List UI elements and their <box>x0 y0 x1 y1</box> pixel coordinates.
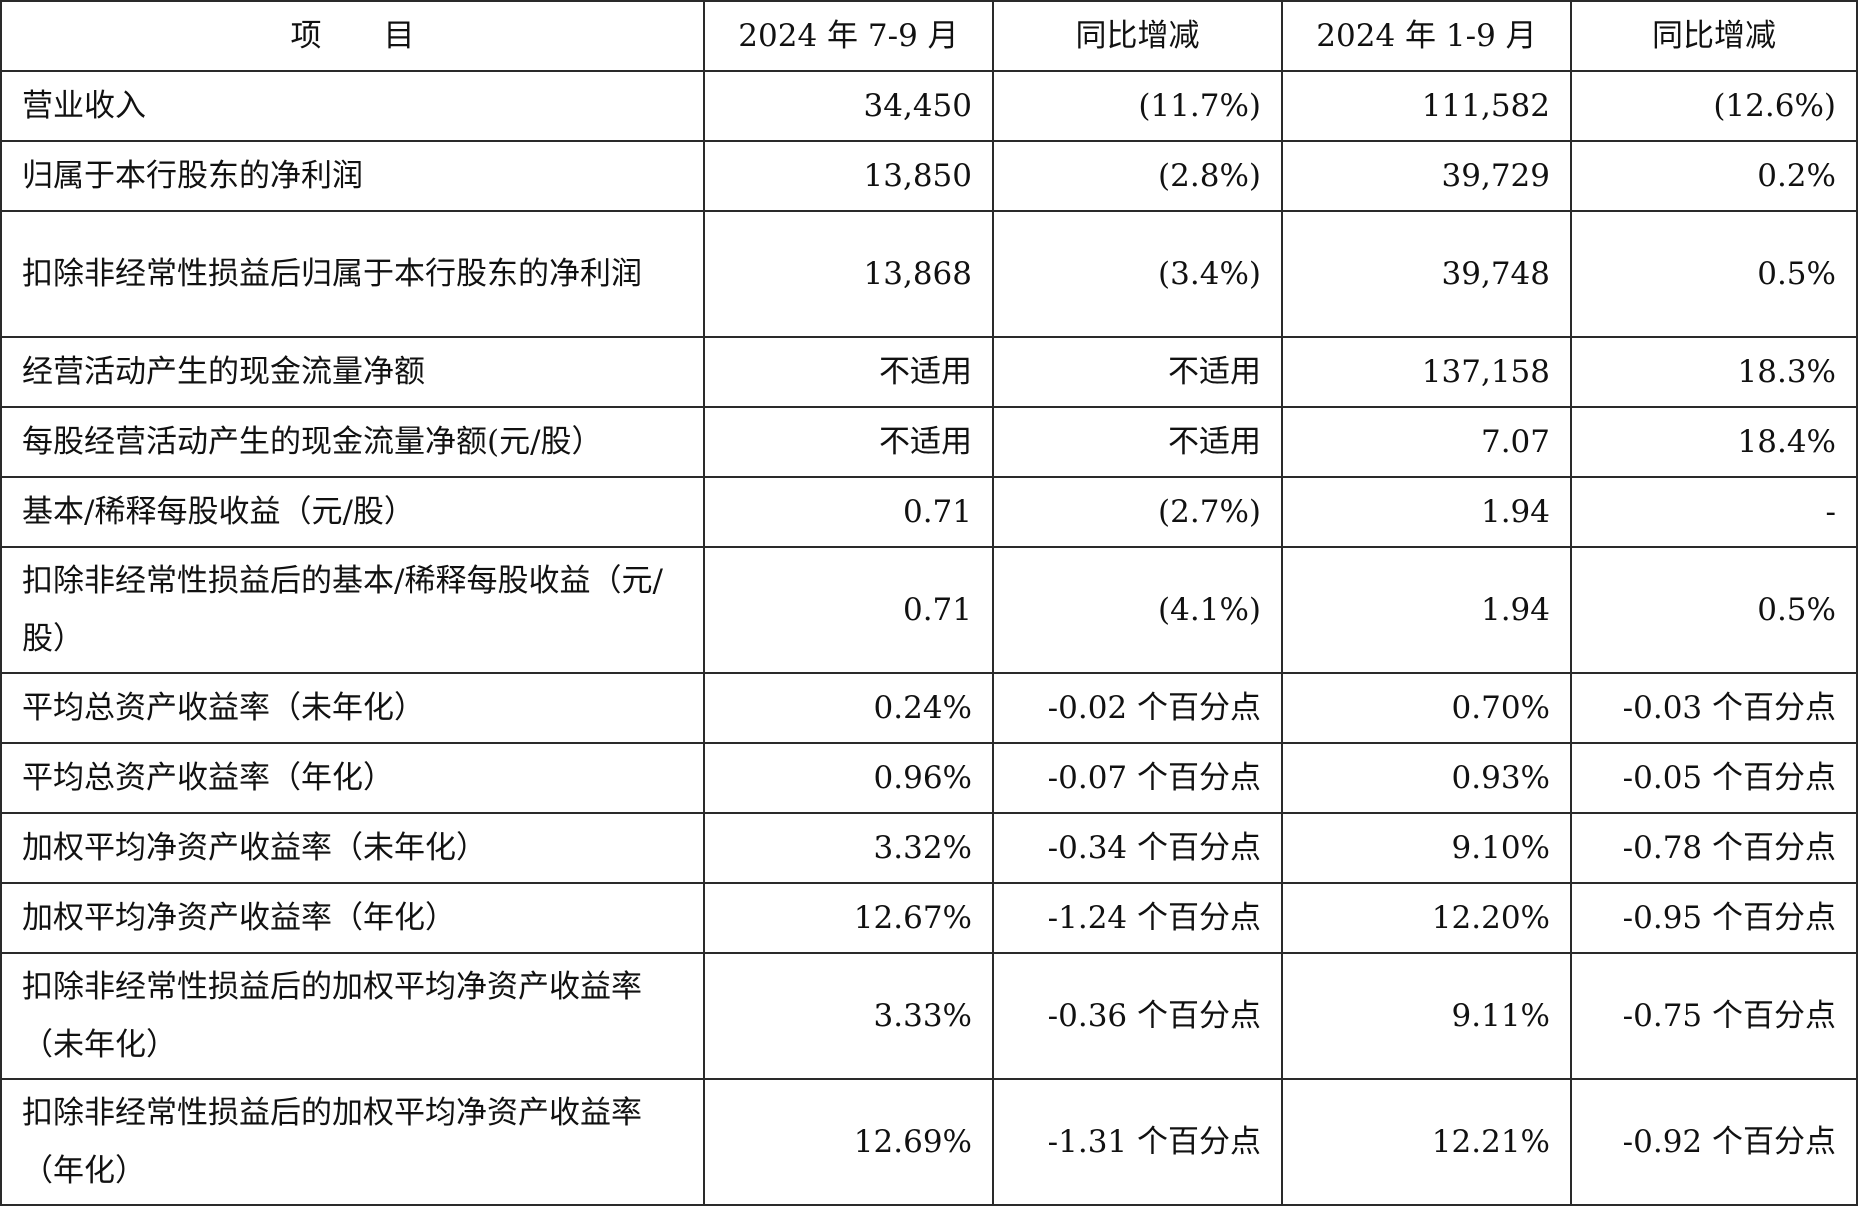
cell-q3-value: 0.71 <box>703 546 994 674</box>
header-item: 项 目 <box>0 0 705 72</box>
cell-ytd-value: 7.07 <box>1281 406 1572 478</box>
row-label: 基本/稀释每股收益（元/股） <box>0 476 705 548</box>
cell-q3-value: 12.67% <box>703 882 994 954</box>
table-row: 加权平均净资产收益率（年化） 12.67% -1.24 个百分点 12.20% … <box>0 882 1858 954</box>
cell-ytd-value: 9.11% <box>1281 952 1572 1080</box>
table-row: 扣除非经常性损益后归属于本行股东的净利润 13,868 (3.4%) 39,74… <box>0 210 1858 338</box>
cell-ytd-value: 137,158 <box>1281 336 1572 408</box>
table-row: 每股经营活动产生的现金流量净额(元/股） 不适用 不适用 7.07 18.4% <box>0 406 1858 478</box>
cell-q3-yoy: -0.07 个百分点 <box>992 742 1283 814</box>
cell-ytd-value: 1.94 <box>1281 476 1572 548</box>
row-label: 加权平均净资产收益率（未年化） <box>0 812 705 884</box>
cell-q3-yoy: -1.31 个百分点 <box>992 1078 1283 1206</box>
cell-q3-value: 0.24% <box>703 672 994 744</box>
table-row: 平均总资产收益率（年化） 0.96% -0.07 个百分点 0.93% -0.0… <box>0 742 1858 814</box>
row-label: 扣除非经常性损益后的加权平均净资产收益率（年化） <box>0 1078 705 1206</box>
cell-q3-value: 3.32% <box>703 812 994 884</box>
cell-ytd-value: 39,748 <box>1281 210 1572 338</box>
cell-q3-yoy: -0.34 个百分点 <box>992 812 1283 884</box>
cell-ytd-yoy: 18.4% <box>1570 406 1858 478</box>
cell-q3-yoy: (3.4%) <box>992 210 1283 338</box>
header-ytd-2024: 2024 年 1-9 月 <box>1281 0 1572 72</box>
cell-q3-yoy: (2.8%) <box>992 140 1283 212</box>
table-row: 经营活动产生的现金流量净额 不适用 不适用 137,158 18.3% <box>0 336 1858 408</box>
cell-ytd-yoy: (12.6%) <box>1570 70 1858 142</box>
row-label: 扣除非经常性损益后归属于本行股东的净利润 <box>0 210 705 338</box>
cell-ytd-yoy: -0.92 个百分点 <box>1570 1078 1858 1206</box>
cell-q3-value: 13,868 <box>703 210 994 338</box>
table-row: 扣除非经常性损益后的基本/稀释每股收益（元/股） 0.71 (4.1%) 1.9… <box>0 546 1858 674</box>
cell-q3-yoy: -0.02 个百分点 <box>992 672 1283 744</box>
cell-ytd-yoy: 18.3% <box>1570 336 1858 408</box>
row-label: 扣除非经常性损益后的加权平均净资产收益率（未年化） <box>0 952 705 1080</box>
row-label: 营业收入 <box>0 70 705 142</box>
cell-ytd-yoy: -0.78 个百分点 <box>1570 812 1858 884</box>
cell-ytd-yoy: -0.95 个百分点 <box>1570 882 1858 954</box>
cell-ytd-value: 12.21% <box>1281 1078 1572 1206</box>
cell-q3-value: 34,450 <box>703 70 994 142</box>
cell-q3-value: 不适用 <box>703 406 994 478</box>
table-row: 扣除非经常性损益后的加权平均净资产收益率（未年化） 3.33% -0.36 个百… <box>0 952 1858 1080</box>
header-q3-yoy: 同比增减 <box>992 0 1283 72</box>
table-row: 平均总资产收益率（未年化） 0.24% -0.02 个百分点 0.70% -0.… <box>0 672 1858 744</box>
cell-q3-value: 3.33% <box>703 952 994 1080</box>
cell-q3-yoy: (2.7%) <box>992 476 1283 548</box>
cell-q3-yoy: 不适用 <box>992 406 1283 478</box>
cell-ytd-yoy: 0.5% <box>1570 546 1858 674</box>
row-label: 经营活动产生的现金流量净额 <box>0 336 705 408</box>
cell-ytd-yoy: - <box>1570 476 1858 548</box>
table-row: 归属于本行股东的净利润 13,850 (2.8%) 39,729 0.2% <box>0 140 1858 212</box>
cell-ytd-yoy: -0.03 个百分点 <box>1570 672 1858 744</box>
cell-ytd-yoy: -0.75 个百分点 <box>1570 952 1858 1080</box>
cell-q3-yoy: (11.7%) <box>992 70 1283 142</box>
cell-q3-yoy: -1.24 个百分点 <box>992 882 1283 954</box>
row-label: 每股经营活动产生的现金流量净额(元/股） <box>0 406 705 478</box>
header-q3-2024: 2024 年 7-9 月 <box>703 0 994 72</box>
header-ytd-yoy: 同比增减 <box>1570 0 1858 72</box>
row-label: 平均总资产收益率（年化） <box>0 742 705 814</box>
cell-ytd-yoy: 0.5% <box>1570 210 1858 338</box>
row-label: 归属于本行股东的净利润 <box>0 140 705 212</box>
cell-ytd-yoy: 0.2% <box>1570 140 1858 212</box>
cell-ytd-value: 1.94 <box>1281 546 1572 674</box>
table-row: 营业收入 34,450 (11.7%) 111,582 (12.6%) <box>0 70 1858 142</box>
table-row: 加权平均净资产收益率（未年化） 3.32% -0.34 个百分点 9.10% -… <box>0 812 1858 884</box>
cell-q3-value: 0.71 <box>703 476 994 548</box>
cell-ytd-value: 9.10% <box>1281 812 1572 884</box>
row-label: 平均总资产收益率（未年化） <box>0 672 705 744</box>
row-label: 加权平均净资产收益率（年化） <box>0 882 705 954</box>
row-label: 扣除非经常性损益后的基本/稀释每股收益（元/股） <box>0 546 705 674</box>
table-row: 基本/稀释每股收益（元/股） 0.71 (2.7%) 1.94 - <box>0 476 1858 548</box>
cell-ytd-value: 0.70% <box>1281 672 1572 744</box>
cell-q3-yoy: -0.36 个百分点 <box>992 952 1283 1080</box>
cell-q3-value: 不适用 <box>703 336 994 408</box>
table-row: 扣除非经常性损益后的加权平均净资产收益率（年化） 12.69% -1.31 个百… <box>0 1078 1858 1206</box>
cell-q3-yoy: 不适用 <box>992 336 1283 408</box>
table-header-row: 项 目 2024 年 7-9 月 同比增减 2024 年 1-9 月 同比增减 <box>0 0 1858 72</box>
cell-ytd-value: 12.20% <box>1281 882 1572 954</box>
cell-ytd-value: 39,729 <box>1281 140 1572 212</box>
cell-ytd-yoy: -0.05 个百分点 <box>1570 742 1858 814</box>
cell-q3-value: 13,850 <box>703 140 994 212</box>
cell-q3-value: 12.69% <box>703 1078 994 1206</box>
cell-ytd-value: 0.93% <box>1281 742 1572 814</box>
cell-q3-value: 0.96% <box>703 742 994 814</box>
cell-ytd-value: 111,582 <box>1281 70 1572 142</box>
cell-q3-yoy: (4.1%) <box>992 546 1283 674</box>
